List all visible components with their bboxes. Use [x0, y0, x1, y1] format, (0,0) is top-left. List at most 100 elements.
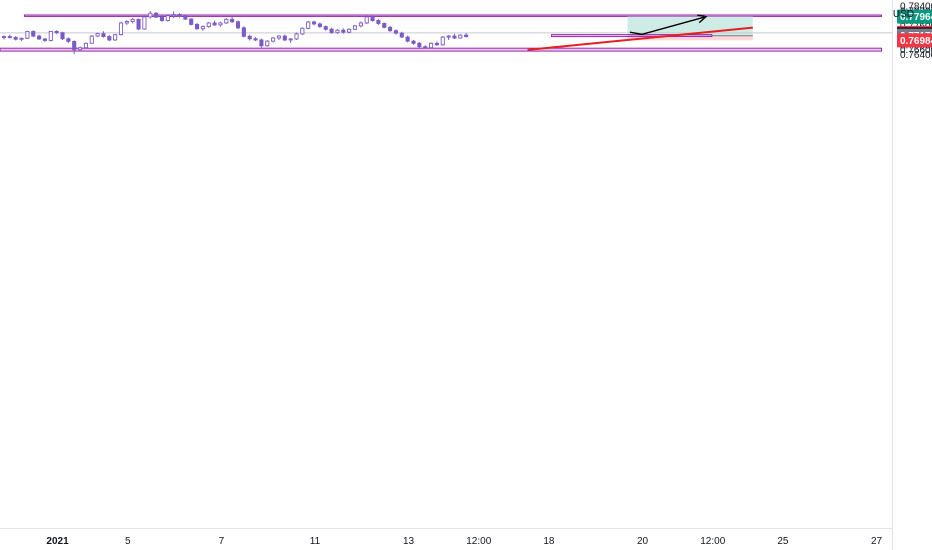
candle — [352, 24, 358, 31]
candle-body — [130, 18, 135, 22]
candle — [271, 37, 276, 43]
candle — [148, 10, 153, 19]
drawings[interactable] — [527, 14, 753, 51]
price-axis[interactable]: 0.784000.782000.780000.778000.776000.774… — [892, 0, 932, 550]
candle-body — [19, 37, 24, 40]
candle-body — [142, 16, 147, 30]
candle-body — [183, 15, 188, 20]
candle-body — [235, 21, 241, 29]
candle-body — [177, 14, 182, 17]
candle — [306, 21, 311, 30]
candle — [312, 20, 317, 26]
candle — [171, 11, 176, 19]
candle-body — [37, 35, 42, 40]
currency-label[interactable]: USD — [893, 9, 914, 20]
resistance-zone[interactable] — [23, 14, 883, 17]
support-zone[interactable] — [0, 47, 882, 52]
projection-arrow[interactable] — [629, 15, 707, 36]
candle — [294, 32, 299, 40]
trendline[interactable] — [527, 26, 753, 51]
candle — [446, 35, 451, 40]
candle — [183, 15, 188, 21]
candle-body — [83, 42, 88, 49]
retest-zone[interactable] — [551, 34, 713, 38]
candle-body — [7, 36, 12, 39]
candle-body — [31, 31, 36, 37]
candle — [347, 28, 352, 34]
time-tick-label: 11 — [310, 536, 321, 547]
candle-body — [370, 16, 375, 22]
candle — [434, 41, 439, 46]
candle-body — [165, 15, 170, 21]
candle — [165, 14, 170, 22]
price-tag[interactable] — [897, 9, 932, 24]
candle-body — [148, 12, 153, 18]
time-tick-label: 5 — [125, 536, 131, 547]
candle — [376, 19, 381, 25]
candle-body — [200, 26, 205, 30]
time-tick-label: 18 — [543, 536, 555, 547]
candle — [77, 46, 83, 51]
candle — [259, 38, 264, 48]
stop-area[interactable] — [627, 35, 753, 41]
candle — [458, 34, 463, 39]
time-tick-label: 20 — [637, 536, 649, 547]
candle — [335, 29, 340, 34]
candle — [48, 30, 53, 42]
candle-body — [440, 36, 445, 46]
time-tick-label: 2021 — [46, 536, 69, 547]
zone-layer — [0, 14, 883, 52]
candle-body — [247, 35, 252, 40]
candle — [25, 30, 30, 39]
candle — [60, 31, 65, 40]
candle-body — [206, 22, 211, 28]
candle-body — [171, 14, 176, 17]
time-axis-background — [0, 528, 892, 550]
candle-body — [317, 23, 322, 28]
candle-body — [352, 25, 358, 30]
candle-body — [118, 22, 124, 36]
candle-body — [405, 36, 410, 42]
candle-body — [77, 47, 83, 51]
candle-body — [358, 22, 363, 27]
time-axis[interactable]: 2021 5 7 11 13 12:00 18 20 12:00 25 27 — [0, 528, 892, 550]
candle — [388, 25, 393, 32]
candle — [72, 40, 77, 55]
candle — [118, 21, 124, 36]
candle-body — [434, 42, 439, 46]
price-tag[interactable] — [897, 33, 932, 48]
retest-zone-layer[interactable] — [551, 34, 713, 38]
candle-body — [423, 46, 428, 49]
candle — [230, 16, 235, 23]
candle-body — [312, 21, 317, 25]
candle-body — [364, 16, 369, 24]
candle-body — [300, 27, 305, 35]
candle-body — [72, 40, 77, 51]
candle — [247, 34, 252, 41]
candle — [7, 34, 12, 39]
candle-body — [446, 35, 451, 38]
candle-body — [42, 38, 47, 41]
candle — [206, 22, 211, 28]
candle — [101, 31, 106, 38]
candle — [329, 27, 334, 34]
candle — [31, 30, 36, 38]
candle — [130, 18, 135, 24]
candle — [300, 27, 305, 36]
candle-body — [159, 16, 165, 22]
candle-body — [388, 26, 393, 32]
candle — [464, 33, 469, 38]
candle — [440, 36, 445, 46]
candle-body — [95, 33, 100, 37]
price-tag-label: 0.77964 — [900, 12, 932, 23]
candle — [89, 35, 94, 44]
candle — [241, 26, 246, 38]
candle — [411, 39, 416, 45]
candle — [405, 35, 410, 43]
candle — [189, 18, 194, 26]
candle — [95, 32, 100, 38]
candle — [159, 15, 165, 22]
